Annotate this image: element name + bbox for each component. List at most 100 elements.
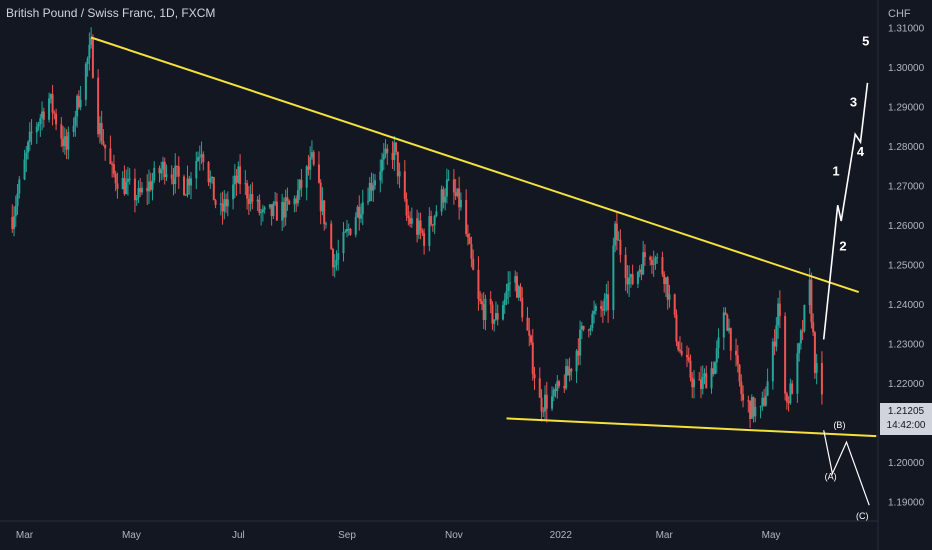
candle-body — [102, 141, 105, 145]
candle-body — [601, 308, 604, 311]
candle-body — [714, 362, 717, 375]
corrective-wave-path[interactable] — [823, 430, 870, 506]
candle-body — [345, 228, 348, 232]
candle-body — [16, 193, 19, 207]
candle-body — [701, 376, 704, 389]
candle-body — [151, 180, 154, 190]
candle-body — [65, 136, 68, 150]
candle-body — [531, 342, 534, 375]
candle-body — [458, 188, 461, 208]
candle-body — [219, 203, 222, 205]
candle-body — [305, 166, 308, 188]
candle-body — [501, 305, 504, 320]
candle-body — [435, 211, 438, 217]
price-tick-label: 1.25000 — [888, 260, 925, 271]
candle-body — [125, 181, 128, 194]
candle-body — [421, 230, 424, 234]
candle-body — [184, 194, 187, 196]
candle-body — [260, 212, 263, 214]
trendline-lower[interactable] — [506, 417, 877, 438]
candle-body — [466, 234, 469, 238]
candle-body — [372, 185, 375, 191]
candle-body — [773, 341, 776, 347]
candle-body — [123, 178, 126, 194]
candle-body — [482, 303, 485, 320]
candle-body — [600, 305, 603, 309]
price-axis[interactable]: 1.190001.200001.210001.220001.230001.240… — [888, 24, 925, 509]
candle-body — [699, 379, 702, 389]
candle-body — [312, 152, 315, 165]
candle-body — [493, 319, 496, 324]
candle-body — [172, 178, 175, 185]
trendline-upper[interactable] — [90, 36, 860, 294]
candle-body — [454, 192, 457, 196]
candle-body — [116, 183, 119, 190]
candle-body — [407, 215, 410, 219]
candle-body — [74, 116, 77, 126]
candle-body — [614, 223, 617, 246]
candle-body — [233, 175, 236, 185]
candle-body — [247, 198, 250, 204]
candle-body — [750, 397, 753, 419]
candle-body — [545, 394, 548, 409]
candle-body — [656, 257, 659, 259]
candle-body — [680, 351, 683, 355]
candle-body — [533, 374, 536, 379]
candle-body — [275, 201, 278, 221]
price-tick-label: 1.24000 — [888, 300, 925, 311]
candle-body — [749, 400, 752, 419]
candle-body — [55, 113, 58, 125]
candle-body — [742, 394, 745, 401]
candle-body — [738, 364, 741, 382]
candle-body — [114, 173, 117, 184]
candle-body — [582, 325, 585, 330]
candle-body — [494, 313, 497, 320]
candle-body — [139, 188, 142, 193]
candle-body — [642, 252, 645, 275]
candle-body — [617, 239, 620, 241]
impulse-wave-path[interactable] — [822, 82, 869, 340]
candle-body — [195, 161, 198, 179]
candle-body — [615, 223, 618, 240]
candle-body — [112, 164, 115, 174]
candle-body — [491, 304, 494, 324]
candle-body — [237, 166, 240, 183]
candle-body — [710, 368, 713, 389]
candle-body — [503, 299, 506, 306]
candle-body — [165, 174, 168, 177]
candle-body — [147, 181, 150, 192]
candle-body — [212, 176, 215, 201]
candle-body — [100, 123, 103, 142]
candle-body — [111, 164, 114, 166]
candle-body — [360, 214, 363, 219]
candle-body — [263, 207, 266, 210]
candle-body — [223, 199, 226, 212]
candle-body — [272, 203, 275, 217]
candle-body — [591, 313, 594, 329]
candle-body — [239, 166, 242, 185]
candle-body — [813, 332, 816, 373]
candle-body — [570, 368, 573, 372]
candle-body — [72, 125, 75, 133]
candle-body — [398, 171, 401, 177]
time-tick-label: May — [762, 530, 781, 541]
candle-body — [552, 389, 555, 397]
candle-body — [381, 159, 384, 172]
candle-body — [331, 249, 334, 268]
candle-body — [200, 154, 203, 157]
candle-body — [135, 198, 138, 201]
price-tick-label: 1.26000 — [888, 221, 925, 232]
candle-body — [35, 126, 38, 133]
bar-countdown: 14:42:00 — [886, 420, 926, 431]
candle-body — [88, 44, 91, 59]
symbol-title[interactable]: British Pound / Swiss Franc, 1D, FXCM — [6, 6, 216, 20]
candle-body — [27, 141, 30, 153]
time-axis[interactable]: Mar May Jul Sep Nov 2022 Mar May — [16, 530, 781, 541]
candle-body — [528, 330, 531, 336]
price-tick-label: 1.29000 — [888, 103, 925, 114]
candle-body — [358, 206, 361, 219]
candle-body — [538, 378, 541, 398]
candle-body — [160, 169, 163, 174]
candle-body — [137, 188, 140, 199]
